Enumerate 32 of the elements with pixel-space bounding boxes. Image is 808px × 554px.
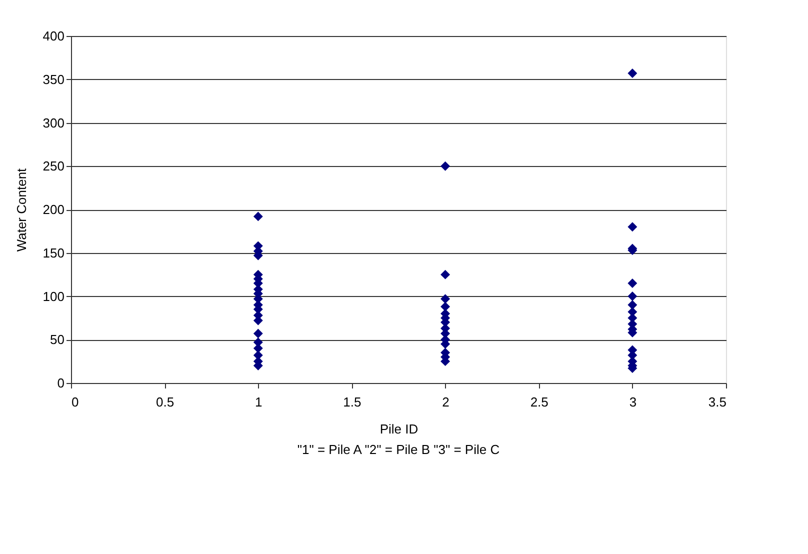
y-tick-label: 400 — [42, 28, 64, 44]
x-tick-label: 1.5 — [343, 394, 362, 410]
y-tick-label: 250 — [42, 158, 64, 174]
point — [440, 161, 450, 171]
point — [628, 222, 638, 232]
y-axis-title: Water Content — [14, 168, 29, 252]
point — [440, 270, 450, 280]
x-tick-label: 3 — [629, 394, 637, 410]
x-tick-label: 3.5 — [708, 394, 726, 410]
point — [628, 68, 638, 78]
text: "1" = Pile A "2" = Pile B "3" = Pile C — [297, 442, 500, 457]
point — [628, 300, 638, 310]
y-tick-label: 0 — [57, 376, 64, 390]
x-tick-label: 0 — [72, 394, 79, 410]
x-tick-label: 2 — [442, 394, 450, 410]
point — [440, 302, 450, 312]
point — [440, 294, 450, 304]
y-tick-label: 200 — [42, 202, 64, 217]
x-tick-label: 0.5 — [156, 394, 174, 410]
point — [628, 292, 638, 301]
point — [628, 278, 638, 288]
y-tick-label: 300 — [42, 115, 64, 130]
y-tick-label: 350 — [42, 72, 64, 87]
y-tick-label: 150 — [42, 245, 64, 260]
x-tick-label: 2.5 — [530, 394, 548, 410]
point — [253, 328, 263, 338]
y-tick-label: 100 — [42, 288, 64, 304]
x-axis-title: Pile ID — [380, 422, 418, 436]
y-tick-label: 50 — [50, 332, 64, 348]
x-tick-label: 1 — [255, 394, 262, 410]
point — [253, 212, 263, 222]
point — [253, 344, 263, 354]
